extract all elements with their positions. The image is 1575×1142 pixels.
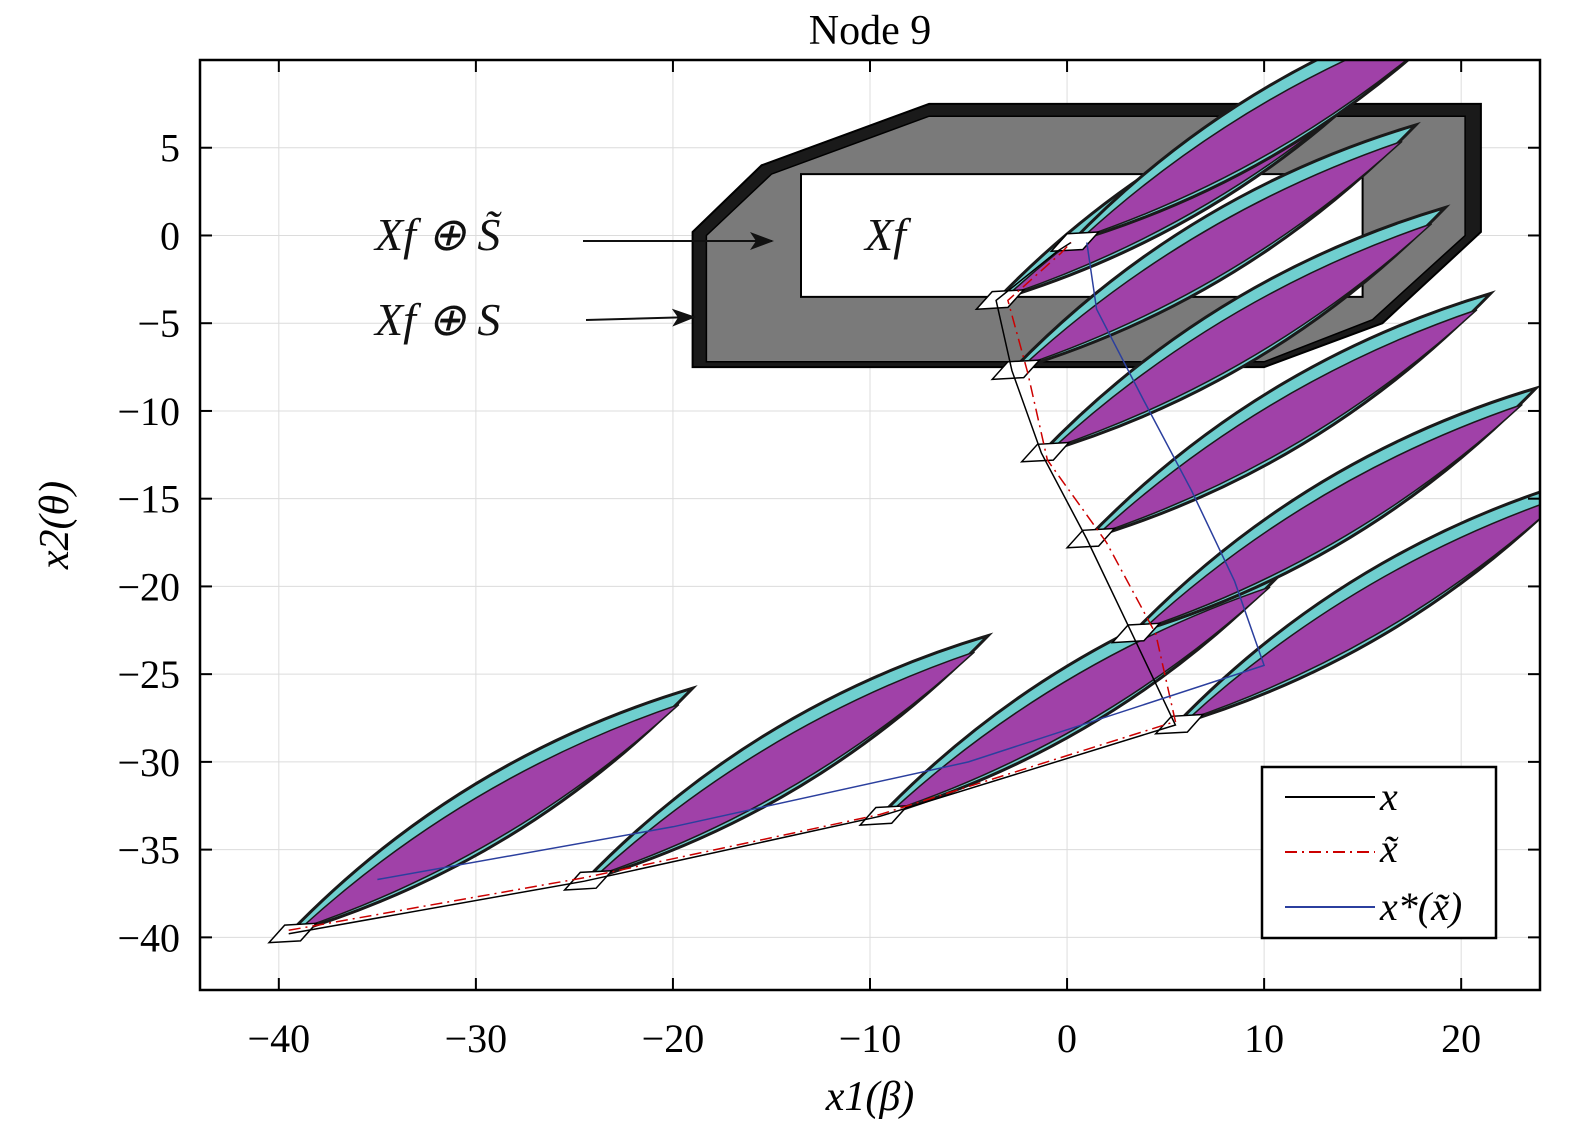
x-tick-label-1: −30 (445, 1016, 508, 1061)
x-tick-label-6: 20 (1441, 1016, 1481, 1061)
annotation-xf-plus-s-tilde: Xf ⊕ S̃ (373, 209, 502, 260)
y-tick-label-8: −35 (117, 828, 180, 873)
axis-ticks (200, 60, 1540, 990)
tube-sets (267, 60, 1540, 944)
tube-inner-0 (299, 703, 680, 930)
legend-label-x: x (1379, 774, 1398, 819)
tube-inner-9 (1082, 60, 1408, 238)
legend-box (1260, 765, 1498, 940)
series-lines (288, 241, 1266, 935)
legend-label-x-tilde: x̃ (1379, 826, 1399, 871)
y-tick-label-3: −10 (117, 389, 180, 434)
x-tick-label-5: 10 (1244, 1016, 1284, 1061)
y-tick-label-6: −25 (117, 652, 180, 697)
tube-inner-2 (891, 586, 1271, 812)
tube-tip-7 (990, 359, 1042, 381)
x-tick-label-2: −20 (642, 1016, 705, 1061)
legend: x x̃ x*(x̃) (1260, 765, 1498, 940)
x-tick-labels: −40 −30 −20 −10 0 10 20 (248, 1016, 1482, 1061)
x-tick-label-3: −10 (839, 1016, 902, 1061)
y-tick-label-9: −40 (117, 915, 180, 960)
y-tick-label-4: −15 (117, 477, 180, 522)
tube-inner-1 (595, 651, 975, 877)
x-tick-label-0: −40 (248, 1016, 311, 1061)
x-tick-label-4: 0 (1057, 1016, 1077, 1061)
tube-inner-4 (1143, 403, 1523, 630)
chart-title: Node 9 (809, 8, 931, 54)
tube-tip-6 (1019, 441, 1071, 463)
y-tick-label-7: −30 (117, 740, 180, 785)
tube-inner-6 (1052, 223, 1433, 449)
series-line-2 (377, 242, 1266, 881)
annotation-xf: Xf (863, 209, 912, 260)
series-line-0 (288, 241, 1177, 935)
tube-inner-5 (1098, 309, 1478, 535)
x-axis-label: x1(β) (825, 1074, 915, 1120)
arrow-to-xf-plus-s (585, 308, 696, 327)
tube-tip-4 (1110, 622, 1162, 644)
y-axis-label: x2(θ) (32, 481, 78, 570)
annotation-xf-plus-s: Xf ⊕ S (373, 294, 500, 345)
series-line-1 (288, 241, 1177, 932)
legend-label-x-star: x*(x̃) (1379, 884, 1462, 929)
tube-inner-3 (1186, 504, 1540, 721)
tube-tip-5 (1065, 527, 1117, 549)
y-tick-labels: 5 0 −5 −10 −15 −20 −25 −30 −35 −40 (117, 126, 180, 961)
y-tick-label-0: 5 (160, 126, 180, 171)
tube-inner-7 (1023, 140, 1403, 367)
tube-tip-9 (1049, 231, 1101, 253)
y-tick-label-2: −5 (137, 301, 180, 346)
y-tick-label-5: −20 (117, 564, 180, 609)
tube-tip-3 (1153, 713, 1205, 735)
y-tick-label-1: 0 (160, 213, 180, 258)
